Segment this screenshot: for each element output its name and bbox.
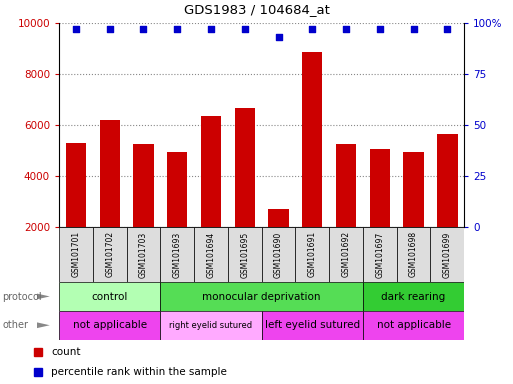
Bar xyxy=(194,227,228,282)
Text: GSM101693: GSM101693 xyxy=(173,231,182,278)
Bar xyxy=(268,209,289,277)
Bar xyxy=(167,152,187,277)
Text: GSM101698: GSM101698 xyxy=(409,231,418,278)
Text: other: other xyxy=(3,320,29,331)
Bar xyxy=(295,227,329,282)
Polygon shape xyxy=(37,293,50,300)
Bar xyxy=(160,227,194,282)
Bar xyxy=(228,227,262,282)
Bar xyxy=(160,311,262,340)
Text: GSM101702: GSM101702 xyxy=(105,231,114,278)
Point xyxy=(241,26,249,32)
Text: GSM101703: GSM101703 xyxy=(139,231,148,278)
Text: GSM101701: GSM101701 xyxy=(71,231,81,278)
Bar xyxy=(133,144,153,277)
Bar xyxy=(59,311,160,340)
Bar xyxy=(329,227,363,282)
Point xyxy=(173,26,181,32)
Text: GSM101697: GSM101697 xyxy=(376,231,384,278)
Bar xyxy=(201,116,221,277)
Text: left eyelid sutured: left eyelid sutured xyxy=(265,320,360,331)
Text: monocular deprivation: monocular deprivation xyxy=(203,291,321,302)
Text: GSM101694: GSM101694 xyxy=(206,231,215,278)
Bar xyxy=(127,227,160,282)
Point xyxy=(409,26,418,32)
Text: control: control xyxy=(91,291,128,302)
Point xyxy=(342,26,350,32)
Point xyxy=(72,26,80,32)
Text: GSM101690: GSM101690 xyxy=(274,231,283,278)
Bar xyxy=(59,227,93,282)
Bar xyxy=(403,152,424,277)
Bar xyxy=(262,311,363,340)
Polygon shape xyxy=(37,323,50,328)
Text: count: count xyxy=(51,347,81,357)
Bar xyxy=(397,227,430,282)
Bar xyxy=(59,282,160,311)
Point xyxy=(140,26,148,32)
Text: dark rearing: dark rearing xyxy=(382,291,446,302)
Text: GSM101691: GSM101691 xyxy=(308,231,317,278)
Bar xyxy=(100,120,120,277)
Bar xyxy=(363,227,397,282)
Text: right eyelid sutured: right eyelid sutured xyxy=(169,321,252,330)
Text: GSM101695: GSM101695 xyxy=(240,231,249,278)
Point xyxy=(274,34,283,40)
Bar xyxy=(363,311,464,340)
Bar xyxy=(430,227,464,282)
Bar xyxy=(302,52,322,277)
Point xyxy=(376,26,384,32)
Point xyxy=(443,26,451,32)
Text: GSM101699: GSM101699 xyxy=(443,231,452,278)
Text: protocol: protocol xyxy=(3,291,42,302)
Bar xyxy=(437,134,458,277)
Point xyxy=(207,26,215,32)
Text: percentile rank within the sample: percentile rank within the sample xyxy=(51,367,227,377)
Bar xyxy=(262,227,295,282)
Bar xyxy=(93,227,127,282)
Bar xyxy=(66,142,86,277)
Text: GDS1983 / 104684_at: GDS1983 / 104684_at xyxy=(184,3,329,16)
Text: not applicable: not applicable xyxy=(377,320,450,331)
Text: not applicable: not applicable xyxy=(73,320,147,331)
Bar xyxy=(336,144,356,277)
Point xyxy=(308,26,317,32)
Bar xyxy=(363,282,464,311)
Point xyxy=(106,26,114,32)
Bar xyxy=(160,282,363,311)
Bar xyxy=(370,149,390,277)
Bar xyxy=(234,108,255,277)
Text: GSM101692: GSM101692 xyxy=(342,231,350,278)
